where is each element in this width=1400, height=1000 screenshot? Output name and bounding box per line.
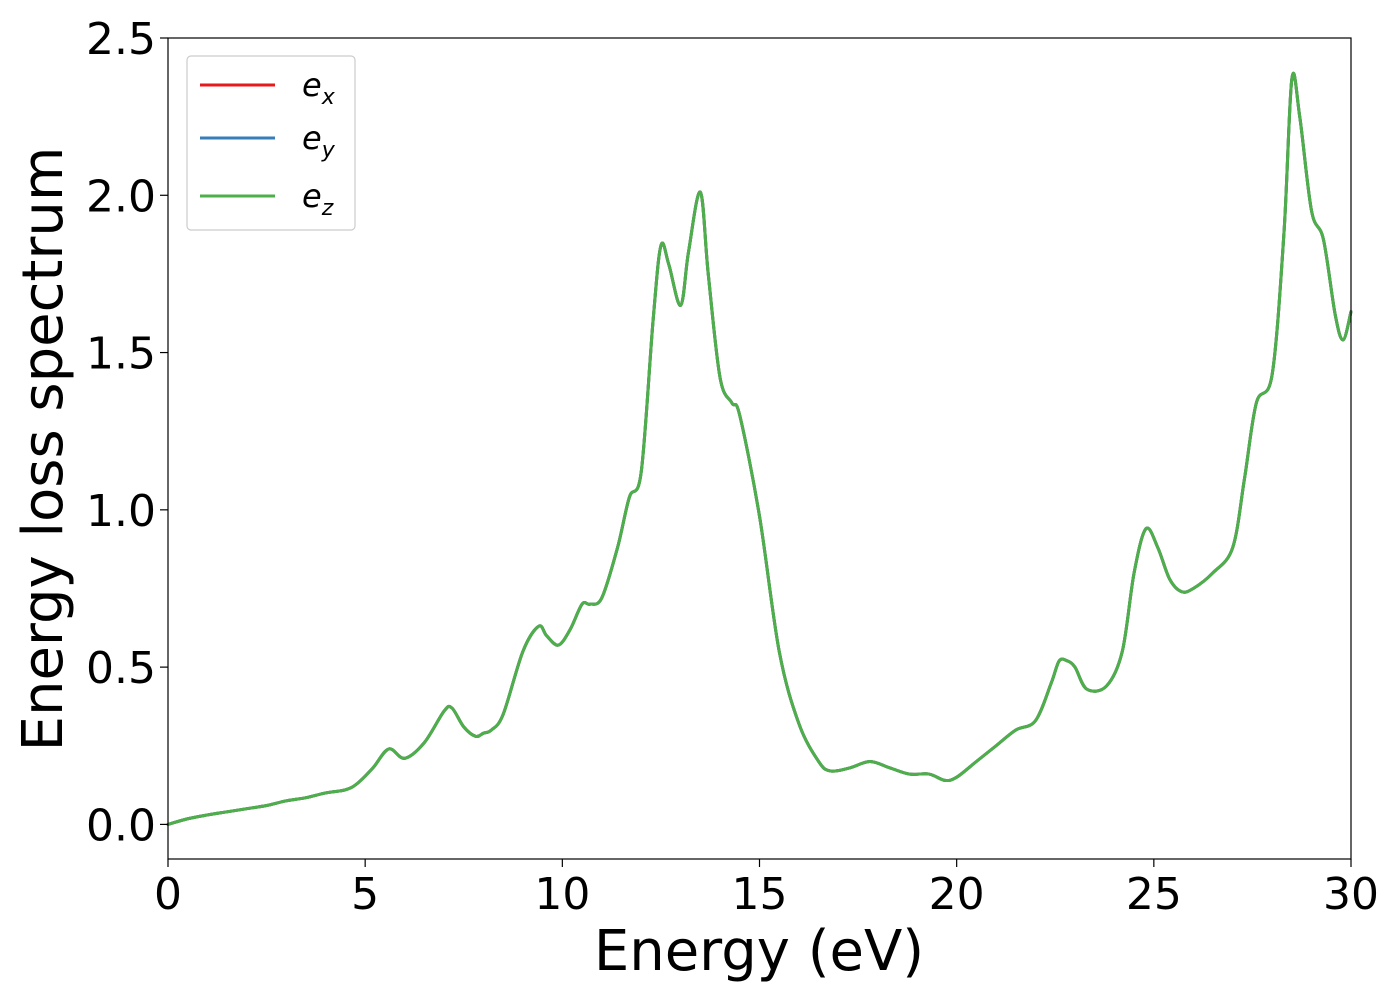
y-tick-label: 2.0 <box>86 171 156 222</box>
x-axis-title: Energy (eV) <box>594 919 924 984</box>
legend-label-z: ez <box>302 177 334 221</box>
legend-label-subscript: z <box>321 196 334 221</box>
y-tick-label: 2.5 <box>86 14 156 65</box>
x-tick-label: 20 <box>929 869 985 920</box>
legend-label-subscript: x <box>321 85 336 110</box>
legend-label-subscript: y <box>321 138 336 163</box>
plot-background <box>168 38 1351 859</box>
x-axis: 0 5 10 15 20 25 30 <box>154 859 1379 920</box>
legend-label-x: ex <box>302 66 336 110</box>
series-line-z <box>166 71 1353 826</box>
x-tick-label: 15 <box>732 869 788 920</box>
x-tick-label: 10 <box>534 869 590 920</box>
legend-label-base: e <box>302 119 322 157</box>
legend-box <box>186 55 356 231</box>
legend-label-base: e <box>302 66 322 104</box>
legend-label-base: e <box>302 177 322 215</box>
y-axis: 0.0 0.5 1.0 1.5 2.0 2.5 <box>86 14 168 851</box>
x-tick-label: 5 <box>351 869 379 920</box>
y-tick-label: 0.5 <box>86 643 156 694</box>
y-tick-label: 1.5 <box>86 329 156 380</box>
x-tick-label: 0 <box>154 869 182 920</box>
y-tick-label: 1.0 <box>86 486 156 537</box>
x-tick-label: 25 <box>1126 869 1182 920</box>
y-axis-title: Energy loss spectrum <box>11 147 76 752</box>
y-tick-label: 0.0 <box>86 800 156 851</box>
x-tick-label: 30 <box>1323 869 1379 920</box>
series-layer <box>166 71 1353 826</box>
legend-label-y: ey <box>302 119 336 163</box>
